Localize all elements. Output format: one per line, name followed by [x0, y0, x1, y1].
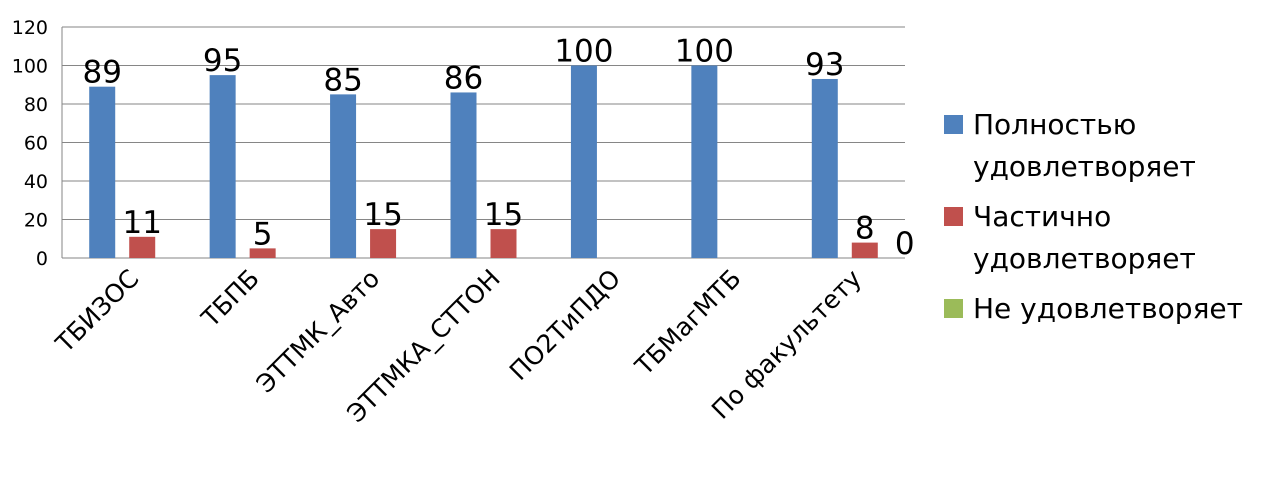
data-label: 11: [122, 205, 161, 241]
data-label: 15: [363, 197, 402, 233]
data-label: 8: [855, 211, 875, 247]
x-tick-label: ТБИЗОС: [49, 264, 144, 359]
data-label: 100: [554, 34, 613, 70]
y-tick-label: 0: [36, 248, 48, 270]
chart-legend: Полностью удовлетворяет Частично удовлет…: [944, 104, 1260, 338]
bar: [249, 248, 276, 258]
bar: [89, 86, 116, 258]
legend-swatch-partially: [944, 207, 963, 226]
y-tick-label: 20: [24, 210, 48, 232]
bar: [209, 75, 236, 258]
bar: [691, 65, 718, 258]
y-tick-label: 100: [12, 56, 48, 78]
x-tick-label: ЭТТМК_Авто: [251, 264, 386, 399]
x-tick-label: ТБПБ: [195, 264, 265, 334]
legend-swatch-fully: [944, 115, 963, 134]
bar: [370, 229, 397, 258]
legend-label-not-satisfied: Не удовлетворяет: [973, 292, 1243, 325]
bar: [490, 229, 517, 258]
y-tick-label: 40: [24, 171, 48, 193]
legend-item-partially: Частично удовлетворяет: [944, 196, 1260, 280]
bar: [851, 242, 878, 258]
data-label: 0: [895, 226, 915, 262]
data-label: 89: [82, 55, 121, 91]
x-tick-label: ПО2ТиПДО: [504, 264, 626, 386]
data-label: 15: [484, 197, 523, 233]
bar-chart: 0204060801001208911ТБИЗОС955ТБПБ8515ЭТТМ…: [12, 17, 915, 428]
bar: [129, 236, 156, 258]
data-label: 5: [253, 216, 273, 252]
bar: [450, 92, 477, 258]
y-tick-label: 80: [24, 94, 48, 116]
legend-label-partially: Частично удовлетворяет: [973, 200, 1196, 275]
legend-label-fully: Полностью удовлетворяет: [973, 108, 1196, 183]
data-label: 85: [323, 62, 362, 98]
bar: [570, 65, 597, 258]
y-tick-label: 60: [24, 133, 48, 155]
bar: [811, 78, 838, 258]
y-tick-label: 120: [12, 17, 48, 39]
legend-item-not-satisfied: Не удовлетворяет: [944, 288, 1260, 330]
legend-item-fully: Полностью удовлетворяет: [944, 104, 1260, 188]
data-label: 95: [203, 43, 242, 79]
data-label: 100: [675, 34, 734, 70]
bar: [330, 94, 357, 258]
data-label: 86: [444, 60, 483, 96]
data-label: 93: [805, 47, 844, 83]
legend-swatch-not-satisfied: [944, 299, 963, 318]
x-tick-label: ТБМагМТБ: [629, 264, 747, 382]
